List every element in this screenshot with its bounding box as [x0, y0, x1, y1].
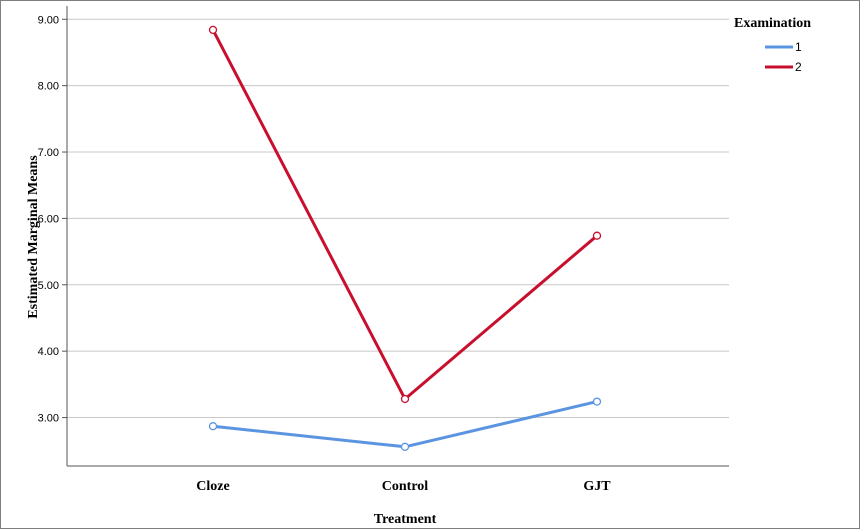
- y-tick-label: 8.00: [38, 81, 59, 93]
- y-tick-label: 6.00: [38, 213, 59, 225]
- data-point: [208, 422, 218, 431]
- x-tick-label: Cloze: [196, 479, 229, 494]
- data-point: [400, 442, 410, 451]
- axes: 3.00 4.00 5.00 6.00 7.00 8.00 9.00 Cloze Control…: [38, 6, 729, 494]
- data-point: [592, 231, 602, 240]
- x-axis-title: Treatment: [374, 512, 437, 527]
- y-axis-title: Estimated Marginal Means: [26, 155, 41, 319]
- gridlines: [67, 18, 729, 419]
- y-tick-label: 9.00: [38, 14, 59, 26]
- series-line-1: [212, 400, 598, 449]
- x-tick-label: GJT: [583, 479, 611, 494]
- y-tick-label: 5.00: [38, 280, 59, 292]
- data-point: [208, 25, 218, 35]
- legend-label-1: 1: [795, 40, 802, 54]
- series: [208, 25, 602, 451]
- y-tick-label: 3.00: [38, 413, 59, 425]
- legend-label-2: 2: [795, 60, 802, 74]
- x-tick-label: Control: [382, 479, 429, 494]
- legend-title: Examination: [734, 16, 811, 31]
- y-tick-label: 4.00: [38, 346, 59, 358]
- legend: Examination 1 2: [734, 16, 811, 74]
- y-tick-label: 7.00: [38, 147, 59, 159]
- data-point: [592, 397, 602, 406]
- data-point: [400, 394, 410, 404]
